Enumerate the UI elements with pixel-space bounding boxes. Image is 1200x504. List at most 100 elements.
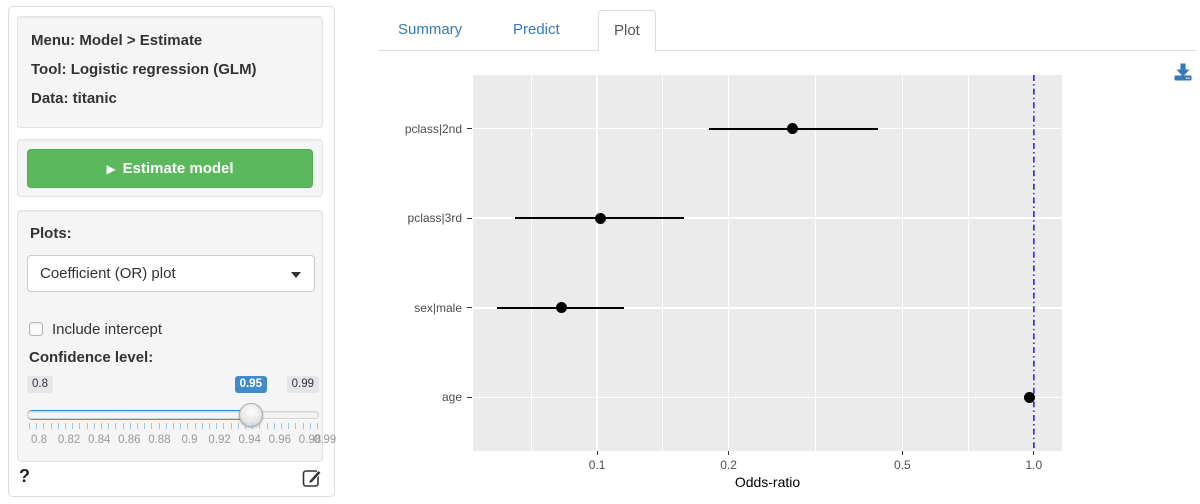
major-gridline	[473, 217, 1062, 219]
slider-tick	[209, 423, 210, 429]
slider-tick	[295, 423, 297, 429]
model-info-well: Menu: Model > Estimate Tool: Logistic re…	[17, 16, 323, 128]
slider-tick	[122, 423, 124, 429]
slider-track[interactable]	[27, 411, 319, 419]
minor-gridline	[967, 75, 969, 451]
menu-breadcrumb: Menu: Model > Estimate	[31, 32, 203, 49]
odds-ratio-point	[595, 212, 607, 224]
y-axis-label: pclass|2nd	[404, 121, 462, 136]
confidence-slider[interactable]: 0.8 0.95 0.99 0.8 0.82 0.84 0.86 0.88 0.9 0.92…	[27, 374, 336, 459]
slider-grid-label: 0.98	[298, 434, 322, 446]
slider-tick	[237, 423, 239, 429]
major-gridline	[1033, 75, 1035, 451]
slider-tick	[187, 423, 189, 429]
slider-tick	[65, 423, 66, 429]
slider-tick	[165, 423, 167, 429]
play-icon: ▶	[106, 162, 116, 176]
slider-tick	[216, 423, 218, 429]
estimate-model-button[interactable]: ▶ Estimate model	[27, 149, 313, 188]
slider-tick	[317, 423, 318, 429]
slider-tick	[194, 423, 196, 429]
estimate-model-label: Estimate model	[122, 160, 234, 177]
slider-tick	[288, 423, 290, 429]
minor-gridline	[662, 75, 664, 451]
slider-handle[interactable]	[238, 403, 263, 427]
slider-grid-label: 0.96	[268, 434, 292, 446]
caret-down-icon	[291, 272, 301, 278]
tab-predict[interactable]: Predict	[513, 21, 560, 38]
help-icon[interactable]: ?	[19, 466, 30, 486]
edit-icon[interactable]	[302, 467, 323, 493]
plots-label: Plots:	[30, 225, 72, 242]
major-gridline	[473, 307, 1062, 309]
estimate-well: ▶ Estimate model	[17, 139, 323, 197]
slider-tick	[158, 423, 160, 429]
x-axis-tick-label: 0.2	[720, 458, 737, 472]
slider-tick	[72, 423, 74, 429]
slider-grid-label: 0.99	[313, 434, 337, 446]
plot-panel: Odds-ratio pclass|2nd pclass|3rd sex|male a…	[405, 75, 1062, 490]
slider-tick	[273, 423, 275, 429]
y-axis-tick	[467, 396, 472, 398]
slider-grid-label: 0.86	[118, 434, 141, 446]
slider-tick	[245, 423, 246, 429]
slider-tick	[151, 423, 153, 429]
slider-tick	[93, 423, 95, 429]
slider-tick	[266, 423, 268, 429]
include-intercept-checkbox[interactable]	[29, 322, 43, 336]
x-axis-tick-label: 0.1	[588, 458, 606, 472]
tab-plot[interactable]: Plot	[598, 10, 656, 52]
dataset-name: Data: titanic	[31, 90, 117, 107]
slider-grid-label: 0.84	[88, 434, 111, 446]
slider-tick	[259, 423, 261, 429]
y-axis-label: age	[441, 390, 462, 405]
major-gridline	[596, 75, 598, 451]
reference-line-or-1	[1032, 75, 1035, 451]
slider-tick	[281, 423, 282, 429]
slider-tick	[201, 423, 203, 429]
download-icon[interactable]	[1172, 61, 1194, 83]
major-gridline	[473, 396, 1062, 399]
odds-ratio-point	[786, 123, 798, 135]
y-axis-label: sex|male	[414, 300, 462, 315]
slider-tick	[36, 423, 38, 429]
slider-tick	[101, 423, 102, 429]
x-axis-tick-label: 1.0	[1025, 458, 1043, 472]
minor-gridline	[530, 75, 532, 451]
y-axis-tick	[467, 128, 472, 130]
plots-select[interactable]: Coefficient (OR) plot	[27, 255, 315, 292]
include-intercept-label: Include intercept	[52, 321, 163, 338]
confidence-level-label: Confidence level:	[29, 349, 154, 366]
plot-options-well: Plots: Coefficient (OR) plot Include int…	[17, 210, 336, 462]
plots-select-value: Coefficient (OR) plot	[40, 265, 176, 282]
slider-tick	[137, 423, 138, 429]
major-gridline	[727, 75, 730, 451]
slider-tick	[79, 423, 81, 429]
x-axis-tick	[1033, 451, 1035, 455]
slider-min-badge: 0.8	[27, 376, 53, 393]
slider-grid-label: 0.92	[208, 434, 231, 446]
slider-tick	[230, 423, 232, 429]
y-axis-tick	[467, 307, 472, 309]
major-gridline	[901, 75, 904, 451]
x-axis-tick-label: 0.5	[894, 458, 911, 472]
slider-tick	[302, 423, 304, 429]
slider-max-badge: 0.99	[286, 376, 319, 393]
odds-ratio-point	[1023, 391, 1035, 403]
tab-bar: Summary Predict Plot	[378, 10, 1196, 52]
slider-grid-label: 0.94	[238, 434, 261, 446]
y-axis-tick	[467, 217, 472, 219]
slider-grid-label: 0.82	[57, 434, 81, 446]
slider-tick	[144, 423, 146, 429]
slider-grid-label: 0.8	[31, 434, 47, 446]
tab-summary[interactable]: Summary	[398, 21, 463, 38]
slider-tick	[86, 423, 88, 429]
x-axis-tick	[728, 451, 730, 455]
slider-tick	[173, 423, 174, 429]
slider-value-badge: 0.95	[234, 376, 267, 393]
slider-tick	[43, 423, 45, 429]
slider-tick	[108, 423, 110, 429]
x-axis-title: Odds-ratio	[734, 474, 801, 490]
slider-tick	[29, 423, 30, 429]
slider-grid-label: 0.88	[148, 434, 171, 446]
